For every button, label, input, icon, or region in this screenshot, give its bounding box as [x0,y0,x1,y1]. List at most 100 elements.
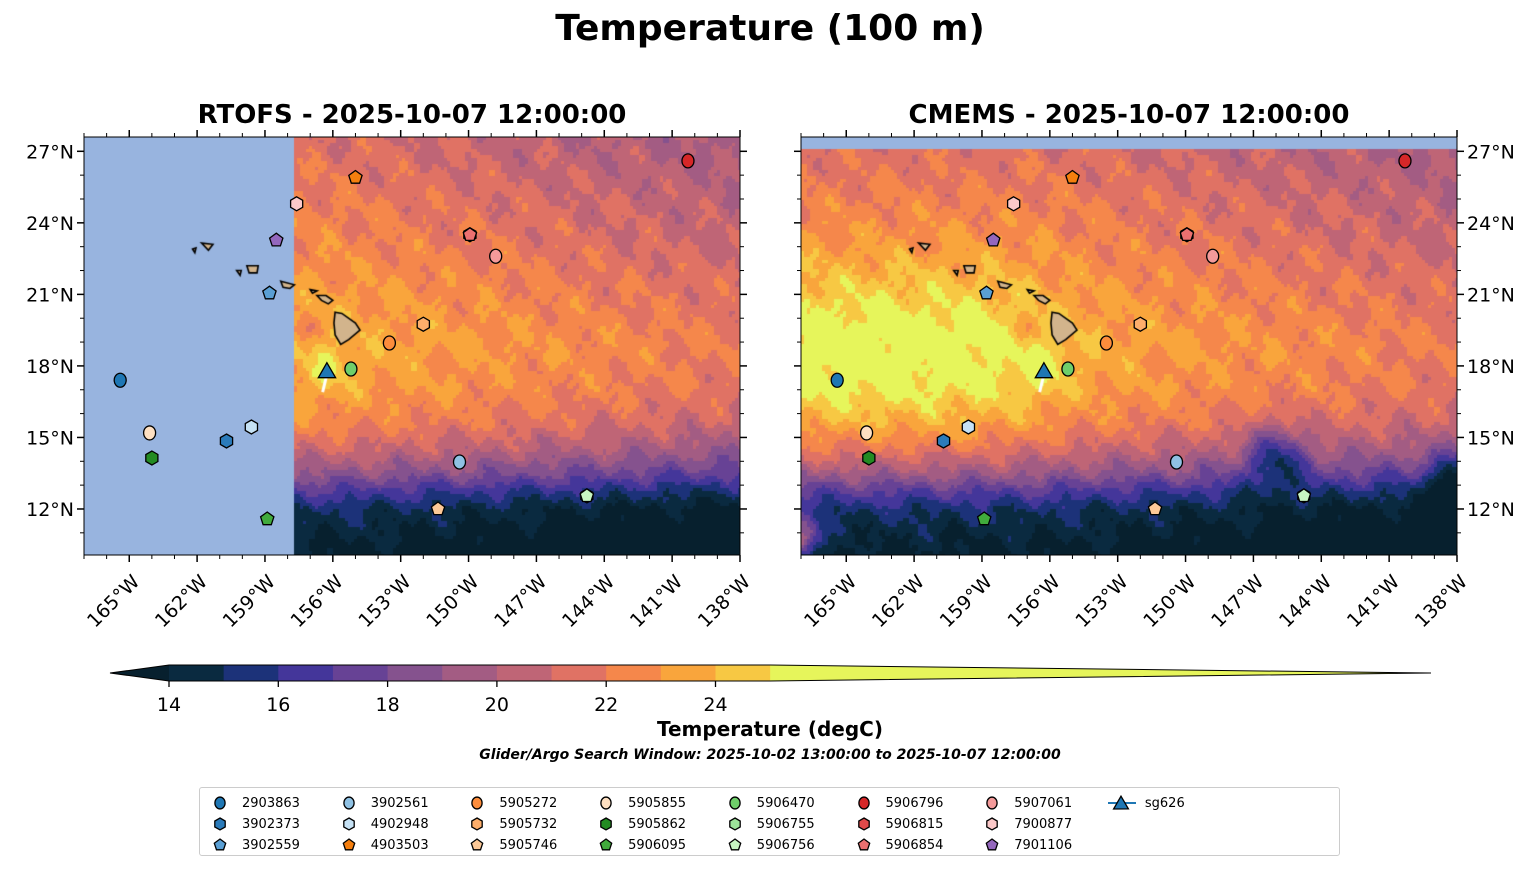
legend-item-5906470: 5906470 [721,794,815,812]
float-marker-5905862 [862,450,876,466]
legend-marker [342,796,355,810]
y-tick-label: 27°N [1467,141,1515,163]
colorbar-band [223,665,279,681]
x-tick-label: 138°W [694,571,755,632]
legend-item-5906095: 5906095 [592,836,686,854]
float-marker-5907061 [489,248,503,264]
colorbar-band [715,665,771,681]
pentagon-marker-icon [857,838,870,851]
legend-item-4903503: 4903503 [335,836,429,854]
legend-item-5906815: 5906815 [850,815,943,833]
legend-marker [214,817,226,831]
x-tick-label: 150°W [422,571,483,632]
legend-label: 5905732 [499,816,558,832]
legend-label: 5906854 [885,837,944,853]
float-marker-5905272 [1099,335,1114,351]
float-marker-7901106 [985,232,1001,247]
x-tick-label: 147°W [1207,571,1268,632]
legend-marker [1112,794,1130,810]
y-tick-label: 15°N [26,427,74,449]
legend-marker [986,817,999,831]
legend-item-5905746: 5905746 [463,836,557,854]
legend-item-5905855: 5905855 [592,794,686,812]
y-tick-label: 12°N [26,499,74,521]
float-marker-5906854 [462,226,478,242]
rtofs-axes: 165°W 162°W 159°W 156°W 153°W 150°W 147°W 144°W… [26,130,755,632]
hexagon-marker-icon [600,817,612,831]
float-marker-5905746 [1147,501,1163,516]
circle-marker-icon [214,796,226,810]
y-tick-label: 18°N [26,356,74,378]
y-tick-label: 21°N [26,284,74,306]
pentagon-marker-icon [599,838,613,851]
circle-marker-icon [857,796,870,810]
float-marker-5906095 [259,511,275,526]
legend-label: 3902559 [242,837,300,853]
float-marker-4902948 [244,419,259,435]
legend-marker [985,838,999,851]
hexagon-marker-icon [857,817,870,831]
colorbar-band [169,665,225,681]
circle-marker-icon [729,796,741,810]
colorbar-extend-max [770,665,1431,681]
float-marker-2903863 [113,372,127,388]
y-tick-label: 27°N [26,141,74,163]
legend-label: 4903503 [370,837,429,853]
y-tick-label: 24°N [1467,213,1515,235]
x-tick-label: 150°W [1139,571,1200,632]
float-marker-5905855 [859,425,874,441]
float-marker-sg626 [1034,361,1054,379]
circle-marker-icon [986,796,998,810]
y-tick-label: 18°N [1467,356,1515,378]
y-tick-label: 12°N [1467,499,1515,521]
x-tick-label: 159°W [219,571,280,632]
legend-item-5905272: 5905272 [463,794,557,812]
hexagon-marker-icon [471,817,484,831]
legend-marker [857,796,870,810]
x-tick-label: 147°W [490,571,551,632]
x-tick-label: 141°W [626,571,687,632]
pentagon-marker-icon [342,838,356,851]
legend-label: 7901106 [1014,837,1073,853]
legend-item-5905732: 5905732 [463,815,557,833]
legend-marker [599,838,613,851]
float-marker-5907061 [1206,248,1220,264]
circle-marker-icon [342,796,355,810]
cmems-panel-title: CMEMS - 2025-10-07 12:00:00 [908,100,1350,130]
float-marker-5906095 [976,511,992,526]
colorbar-tick-label: 22 [594,694,618,716]
legend-marker [600,817,612,831]
pentagon-marker-icon [470,838,484,851]
x-tick-label: 144°W [1275,571,1336,632]
x-tick-label: 141°W [1343,571,1404,632]
hexagon-marker-icon [214,817,226,831]
legend-label: 5905272 [499,795,558,811]
legend-marker [342,838,356,851]
float-marker-4902948 [961,419,976,435]
legend-label: 3902561 [370,795,429,811]
x-tick-label: 156°W [287,571,348,632]
legend-label: 5905855 [628,795,686,811]
x-tick-label: 153°W [1071,571,1132,632]
legend-marker [600,796,612,810]
colorbar-band [387,665,443,681]
float-marker-7900877 [289,196,304,212]
colorbar-band [606,665,662,681]
legend-item-7900877: 7900877 [978,815,1072,833]
hexagon-marker-icon [986,817,999,831]
hexagon-marker-icon [342,817,355,831]
float-marker-5906854 [1179,226,1195,242]
cmems-axes: 165°W 162°W 159°W 156°W 153°W 150°W 147°W 144°W… [794,130,1515,632]
colorbar-tick-label: 14 [157,694,181,716]
float-marker-5906470 [1061,361,1075,377]
legend-marker [857,817,870,831]
legend-label: 2903863 [242,795,300,811]
search-window-text: Glider/Argo Search Window: 2025-10-02 13… [479,747,1061,763]
colorbar-band [551,665,607,681]
legend-marker [342,817,355,831]
x-tick-label: 156°W [1004,571,1065,632]
x-tick-label: 153°W [354,571,415,632]
colorbar-band [442,665,498,681]
legend-label: 5906756 [756,837,815,853]
legend-marker [728,817,741,831]
